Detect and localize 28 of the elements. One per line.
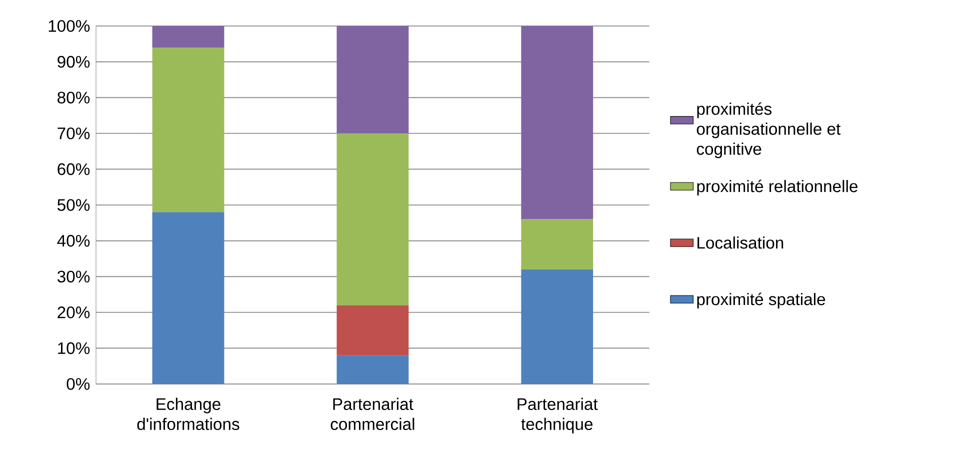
y-tick-label: 20% [58, 306, 90, 318]
bar [152, 26, 224, 48]
bar [336, 305, 409, 356]
y-tick-label: 100% [48, 20, 90, 32]
bar [336, 26, 409, 134]
legend-label: proximité spatiale [697, 292, 826, 309]
bar [336, 355, 409, 384]
x-tick-label: Echange d'informations [137, 398, 240, 430]
y-tick-label: 80% [58, 92, 90, 104]
bar [152, 212, 224, 384]
y-tick-label: 70% [58, 128, 90, 140]
bar [521, 269, 594, 384]
y-tick-label: 40% [57, 234, 90, 247]
bar [152, 47, 224, 212]
y-tick-label: 0% [66, 378, 90, 390]
y-tick-label: 10% [58, 342, 90, 354]
bar [521, 219, 594, 270]
y-tick-label: 90% [58, 56, 90, 68]
y-tick-label: 60% [58, 163, 90, 176]
y-tick-label: 30% [57, 270, 90, 282]
x-tick-label: Partenariat commercial [330, 398, 414, 430]
bar [521, 26, 594, 220]
legend-label: Localisation [698, 236, 784, 249]
bar [336, 133, 409, 306]
x-tick-label: Partenariat technique [518, 398, 598, 434]
legend-label: proximité relationnelle [697, 180, 858, 196]
y-tick-label: 50% [58, 199, 90, 211]
legend-label: proximités organisationnelle et cognitive [696, 102, 841, 158]
